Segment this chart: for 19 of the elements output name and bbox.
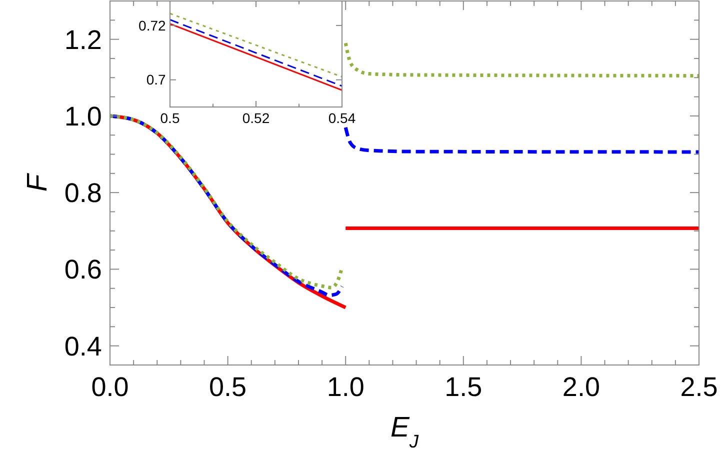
- line-series: [344, 41, 699, 78]
- x-tick-label: 2.5: [680, 372, 718, 402]
- y-tick-label: 0.72: [138, 17, 166, 34]
- x-tick-label: 0.54: [328, 110, 356, 126]
- y-tick-label: 0.8: [64, 178, 102, 208]
- x-tick-label: 0.52: [242, 110, 270, 126]
- y-tick-label: 0.6: [64, 254, 102, 285]
- x-tick-label: 0.0: [91, 372, 129, 402]
- x-tick-label: 0.5: [209, 372, 247, 402]
- x-tick-label: 1.0: [326, 372, 364, 402]
- x-axis-title: E$_{J}$: [390, 412, 420, 452]
- x-tick-label: 0.5: [160, 110, 180, 126]
- y-axis-title: F: [22, 172, 54, 192]
- x-tick-label: 1.5: [444, 372, 482, 402]
- y-tick-label: 0.4: [64, 331, 102, 362]
- x-tick-label: 2.0: [562, 372, 600, 402]
- y-tick-label: 1.2: [64, 24, 102, 55]
- line-series: [344, 126, 699, 154]
- y-tick-label: 0.7: [146, 72, 166, 88]
